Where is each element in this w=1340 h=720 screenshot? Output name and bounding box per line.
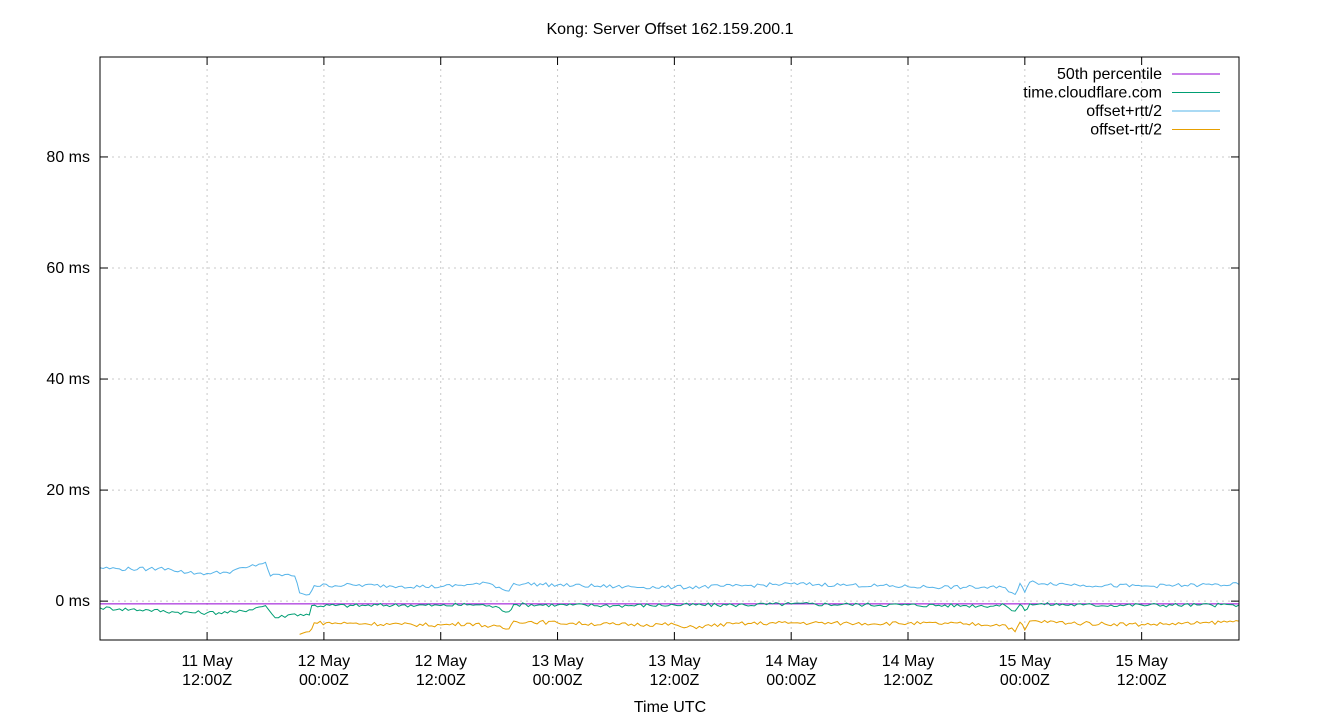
y-axis: 0 ms 20 ms 40 ms 60 ms 80 ms xyxy=(46,149,1239,610)
y-tick-label: 80 ms xyxy=(46,149,90,166)
x-tick-label-date: 13 May xyxy=(648,653,700,670)
legend: 50th percentiletime.cloudflare.comoffset… xyxy=(1023,66,1220,139)
legend-label: offset+rtt/2 xyxy=(1086,103,1162,120)
chart-title: Kong: Server Offset 162.159.200.1 xyxy=(547,21,794,38)
series-layer xyxy=(99,561,1240,635)
x-tick-label-date: 14 May xyxy=(882,653,934,670)
x-tick-label-time: 00:00Z xyxy=(766,672,816,689)
x-tick-label-date: 13 May xyxy=(531,653,583,670)
x-tick-label-date: 15 May xyxy=(999,653,1051,670)
x-tick-label-time: 12:00Z xyxy=(649,672,699,689)
y-tick-label: 40 ms xyxy=(46,371,90,388)
x-tick-label-date: 15 May xyxy=(1115,653,1167,670)
series-line xyxy=(99,561,1240,596)
y-tick-label: 0 ms xyxy=(55,593,90,610)
series-line xyxy=(299,619,1240,635)
plot-frame xyxy=(99,56,1240,641)
x-tick-label-time: 00:00Z xyxy=(299,672,349,689)
x-tick-label-time: 12:00Z xyxy=(883,672,933,689)
legend-label: time.cloudflare.com xyxy=(1023,85,1162,102)
y-tick-label: 60 ms xyxy=(46,260,90,277)
x-tick-label-date: 11 May xyxy=(181,653,232,670)
x-tick-label-date: 12 May xyxy=(414,653,466,670)
x-tick-label-time: 12:00Z xyxy=(1117,672,1167,689)
x-tick-label-time: 12:00Z xyxy=(416,672,466,689)
x-axis-label: Time UTC xyxy=(634,699,706,716)
x-axis: 11 May 12:00Z 12 May 00:00Z 12 May 12:00Z 13 M… xyxy=(181,57,1168,689)
y-tick-label: 20 ms xyxy=(46,482,90,499)
series-line xyxy=(99,601,1240,619)
x-tick-label-date: 12 May xyxy=(298,653,350,670)
grid xyxy=(100,57,1239,640)
x-tick-label-time: 12:00Z xyxy=(182,672,232,689)
legend-label: 50th percentile xyxy=(1057,66,1162,83)
x-tick-label-date: 14 May xyxy=(765,653,817,670)
legend-label: offset-rtt/2 xyxy=(1090,122,1162,139)
x-tick-label-time: 00:00Z xyxy=(533,672,583,689)
x-tick-label-time: 00:00Z xyxy=(1000,672,1050,689)
